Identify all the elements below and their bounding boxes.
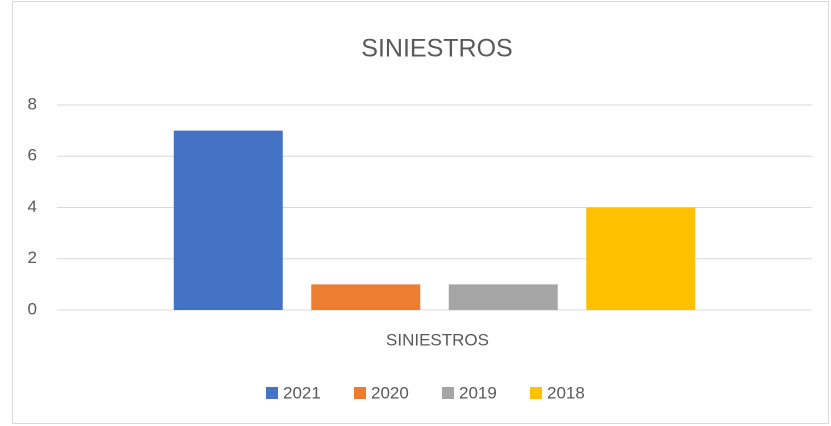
chart-title: SINIESTROS [361, 35, 512, 63]
chart-border [12, 1, 829, 424]
legend-swatch [266, 387, 278, 399]
bar [586, 207, 696, 310]
legend-label: 2019 [459, 383, 497, 402]
bar [311, 284, 421, 310]
y-tick-label: 4 [28, 197, 37, 216]
legend-swatch [442, 387, 454, 399]
legend-label: 2020 [371, 383, 409, 402]
y-tick-label: 8 [28, 94, 37, 113]
legend-label: 2021 [283, 383, 321, 402]
x-tick-label: SINIESTROS [386, 330, 489, 349]
legend-label: 2018 [547, 383, 585, 402]
bar [173, 130, 283, 310]
y-tick-label: 2 [28, 248, 37, 267]
y-tick-label: 6 [28, 146, 37, 165]
legend-swatch [354, 387, 366, 399]
y-tick-label: 0 [28, 299, 37, 318]
bar [448, 284, 558, 310]
legend-swatch [530, 387, 542, 399]
